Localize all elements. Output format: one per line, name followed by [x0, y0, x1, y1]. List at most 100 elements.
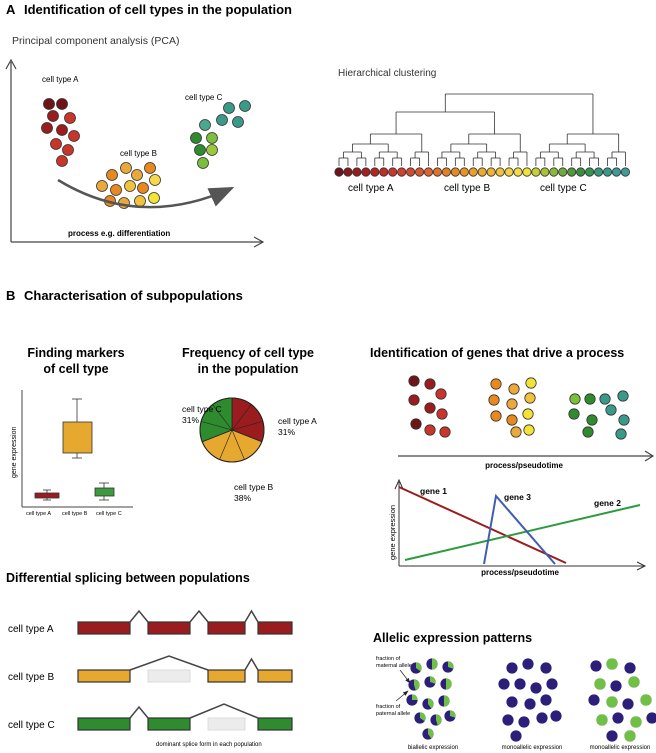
driver-plot-ylabel: gene expression — [388, 505, 397, 560]
biallelic-cell-fraction — [450, 710, 456, 718]
pie-division — [212, 404, 233, 431]
biallelic-cell-fraction — [420, 712, 426, 722]
cell-point — [149, 174, 161, 186]
pca-label-b: cell type B — [120, 149, 157, 158]
splice-junction — [129, 655, 209, 671]
driver-cell-point — [506, 398, 518, 410]
cell-point — [56, 155, 68, 167]
driver-cell-point — [508, 383, 520, 395]
driver-cell-point — [490, 410, 502, 422]
biallelic-cell-fraction — [428, 728, 434, 739]
cell-point — [120, 162, 132, 174]
markers-title-2: of cell type — [43, 362, 108, 376]
drivers-title: Identification of genes that drive a pro… — [370, 346, 624, 360]
driver-cell-point — [586, 414, 598, 426]
dendrogram-leaf — [379, 167, 389, 177]
dendrogram-leaf — [468, 167, 478, 177]
monoallelic-cell-a — [522, 658, 534, 670]
pca-label-a: cell type A — [42, 75, 79, 84]
driver-cell-point — [617, 390, 629, 402]
cell-point — [148, 192, 160, 204]
dendrogram-leaf — [334, 167, 344, 177]
monoallelic-cell-b-fraction — [628, 676, 640, 688]
driver-cell-point — [424, 378, 436, 390]
dendrogram — [338, 93, 626, 166]
splice-row-a-label: cell type A — [8, 624, 54, 635]
cell-point — [144, 162, 156, 174]
driver-cell-point — [525, 377, 537, 389]
driver-cell-point — [408, 375, 420, 387]
pie-division — [219, 429, 233, 460]
monoallelic-cell-b — [622, 698, 634, 710]
cell-point — [56, 98, 68, 110]
pca-title: Principal component analysis (PCA) — [12, 35, 180, 47]
monoallelic-cell-b — [646, 712, 656, 724]
monoallelic-cell-a — [518, 716, 530, 728]
splice-junction — [244, 657, 259, 671]
biallelic-cell-fraction — [432, 658, 438, 670]
driver-cell-point — [490, 378, 502, 390]
markers-title-1: Finding markers — [27, 346, 124, 360]
cell-point — [110, 184, 122, 196]
markers-cat-c: cell type C — [96, 511, 122, 517]
driver-cell-point — [424, 424, 436, 436]
dendrogram-leaf — [397, 167, 407, 177]
splicing-note: dominant splice form in each population — [156, 742, 262, 748]
cell-point — [50, 138, 62, 150]
exon — [207, 669, 246, 683]
splice-junction — [244, 609, 259, 623]
cell-point — [41, 122, 53, 134]
pie-label-a: cell type A — [278, 416, 317, 426]
cell-point — [194, 144, 206, 156]
monoallelic-cell-a — [510, 730, 522, 742]
monoallelic-cell-a — [536, 712, 548, 724]
monoallelic-cell-b-fraction — [640, 694, 652, 706]
cell-point — [216, 114, 228, 126]
maternal-label-1: fraction of — [376, 656, 401, 662]
driver-cell-point — [522, 408, 534, 420]
splicing-title: Differential splicing between population… — [6, 571, 250, 585]
driver-cell-point — [605, 404, 617, 416]
cell-point — [197, 157, 209, 169]
markers-cat-a: cell type A — [26, 511, 51, 517]
dendrogram-leaf — [361, 167, 371, 177]
dendrogram-leaf — [504, 167, 514, 177]
biallelic-cell-fraction — [448, 661, 454, 669]
panel-b-title: Characterisation of subpopulations — [24, 288, 243, 303]
monoallelic-cell-b-fraction — [606, 696, 618, 708]
biallelic-cell-fraction — [416, 662, 422, 672]
monoallelic-cell-a — [546, 678, 558, 690]
pie-division — [231, 429, 245, 460]
biallelic-cell-fraction — [414, 679, 420, 691]
driver-cell-point — [436, 408, 448, 420]
boxplot-cell-type-c — [94, 482, 115, 501]
cell-point — [223, 102, 235, 114]
dendrogram-leaf — [450, 167, 460, 177]
frequency-title-1: Frequency of cell type — [182, 346, 314, 360]
cell-point — [137, 182, 149, 194]
dendrogram-leaf — [343, 167, 353, 177]
pca-cell-points — [41, 98, 251, 209]
driver-cell-point — [569, 393, 581, 405]
markers-cat-b: cell type B — [62, 511, 88, 517]
monoallelic-cell-b-fraction — [624, 730, 636, 742]
allelic-group-3: monoallelic expression — [590, 745, 651, 751]
driver-cell-point — [488, 394, 500, 406]
dendrogram-leaf — [495, 167, 505, 177]
exon — [257, 669, 293, 683]
monoallelic-cell-b — [610, 680, 622, 692]
pie-pct-a: 31% — [278, 427, 295, 437]
dendrogram-leaf — [513, 167, 523, 177]
monoallelic-cell-b-fraction — [596, 714, 608, 726]
allelic-title: Allelic expression patterns — [373, 631, 532, 645]
dendrogram-leaf — [522, 167, 532, 177]
cell-point — [190, 132, 202, 144]
skipped-exon — [207, 717, 246, 731]
pie-pct-c: 31% — [182, 415, 199, 425]
driver-cell-point — [408, 394, 420, 406]
monoallelic-cell-b-fraction — [606, 658, 618, 670]
pca-arrow-label: process e.g. differentiation — [68, 229, 170, 238]
monoallelic-cell-b — [590, 660, 602, 672]
pseudotime-axis — [398, 450, 655, 462]
monoallelic-cell-a — [506, 662, 518, 674]
